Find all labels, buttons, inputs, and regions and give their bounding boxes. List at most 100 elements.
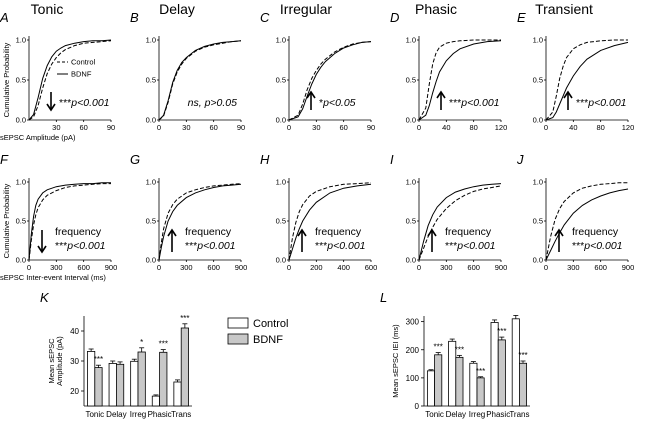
x-tick-label: 0 — [287, 263, 291, 272]
arrow-head — [46, 103, 56, 112]
y-tick-label: 0.0 — [146, 256, 156, 265]
frequency-label: frequency — [445, 226, 492, 238]
arrow-head — [427, 228, 437, 237]
x-tick-label: Tonic — [85, 410, 104, 419]
bar-bdnf — [180, 327, 189, 407]
x-tick-label: Irreg — [130, 410, 146, 419]
y-tick-label: 0.0 — [533, 256, 543, 265]
y-tick-label: 100 — [406, 374, 420, 383]
panel-letter: A — [0, 10, 9, 25]
column-title-delay: Delay — [159, 1, 195, 17]
stat-text: ***p<0.001 — [572, 240, 623, 252]
bar-bdnf — [434, 354, 443, 407]
y-axis-label: Amplitude (pA) — [55, 336, 64, 386]
x-tick-label: 0 — [27, 263, 31, 272]
x-tick-label: 600 — [594, 263, 607, 272]
x-tick-label: 600 — [365, 263, 378, 272]
panel-B: B 0.0 0.5 1.0 0 30 60 90 ns, p>0.05 — [130, 10, 245, 132]
stat-text: ***p<0.001 — [59, 97, 110, 109]
legend-control-label: Control — [253, 318, 288, 330]
x-tick-label: 900 — [105, 263, 118, 272]
panel-A: A 0.0 0.5 1.0 30 60 90 ***p<0.001 Control BDNF — [0, 10, 115, 132]
x-tick-label: 200 — [310, 263, 323, 272]
x-tick-label: 120 — [495, 123, 508, 132]
y-tick-label: 40 — [70, 327, 79, 336]
x-axis-label: sEPSC Inter-event Interval (ms) — [0, 273, 106, 282]
arrow-up-icon — [167, 228, 177, 252]
x-tick-label: Phasic — [148, 410, 172, 419]
arrow-up-icon — [306, 90, 316, 110]
stat-text: *p<0.05 — [319, 97, 356, 109]
panel-letter: J — [516, 152, 524, 167]
panel-letter: E — [517, 10, 526, 25]
y-tick-label: 0.5 — [406, 217, 416, 226]
y-tick-label: 0.0 — [16, 256, 26, 265]
x-tick-label: 0 — [157, 263, 161, 272]
bar-control — [130, 360, 139, 407]
bar-bdnf — [497, 339, 506, 407]
x-tick-label: 60 — [209, 123, 217, 132]
y-tick-label: 1.0 — [16, 36, 26, 45]
significance-stars: *** — [497, 327, 506, 336]
x-tick-label: 0 — [544, 263, 548, 272]
stat-text: ***p<0.001 — [185, 240, 236, 252]
y-axis-label: Mean sEPSC — [47, 338, 56, 384]
x-tick-label: 900 — [495, 263, 508, 272]
column-title-irregular: Irregular — [280, 1, 332, 17]
y-tick-label: 300 — [406, 318, 420, 327]
arrow-up-icon — [563, 90, 573, 110]
x-tick-label: Phasic — [486, 410, 510, 419]
arrow-head — [306, 90, 316, 99]
x-tick-label: 600 — [77, 263, 90, 272]
panel-letter: D — [390, 10, 399, 25]
x-tick-label: 900 — [622, 263, 635, 272]
x-tick-label: 600 — [467, 263, 480, 272]
y-tick-label: 0.0 — [146, 116, 156, 125]
frequency-label: frequency — [55, 226, 102, 238]
bar-bdnf — [455, 356, 464, 407]
y-tick-label: 1.0 — [276, 36, 286, 45]
y-tick-label: 1.0 — [146, 178, 156, 187]
x-tick-label: Trans — [509, 410, 529, 419]
y-tick-label: 0.5 — [276, 76, 286, 85]
series-bdnf-line — [545, 188, 629, 261]
arrow-head — [167, 228, 177, 237]
bar-bdnf — [137, 351, 146, 407]
series-control-line — [418, 39, 501, 121]
bar-bdnf — [519, 362, 528, 407]
bar-control — [108, 362, 117, 407]
x-tick-label: 300 — [567, 263, 580, 272]
series-bdnf-line — [545, 41, 629, 121]
panel-J: J 0.0 0.5 1.0 0 300 600 900 frequency ***p<0.001 — [516, 152, 634, 272]
series-bdnf-line — [288, 41, 372, 121]
y-tick-label: 0.0 — [276, 116, 286, 125]
panel-letter: H — [260, 152, 270, 167]
y-tick-label: 1.0 — [406, 178, 416, 187]
significance-stars: *** — [94, 355, 103, 364]
panel-L: L 0 100 200 300 *** Tonic *** Delay *** Irreg *** Ph… — [380, 290, 530, 419]
x-tick-label: 60 — [79, 123, 87, 132]
bar-bdnf — [116, 363, 125, 407]
panel-letter: I — [390, 152, 394, 167]
column-title-transient: Transient — [535, 1, 593, 17]
panel-F: F 0.0 0.5 1.0 0 300 600 900 frequency ***p<0.001 — [0, 152, 117, 272]
x-tick-label: 300 — [180, 263, 193, 272]
bar-control — [426, 370, 435, 407]
y-tick-label: 0.0 — [406, 116, 416, 125]
stat-text: ***p<0.001 — [449, 97, 500, 109]
y-tick-label: 30 — [70, 357, 79, 366]
stat-text: ***p<0.001 — [576, 97, 627, 109]
x-tick-label: 80 — [596, 123, 604, 132]
panel-letter: G — [130, 152, 140, 167]
series-control-line — [28, 183, 111, 261]
x-tick-label: 30 — [52, 123, 60, 132]
x-tick-label: 0 — [544, 123, 548, 132]
arrow-head — [297, 228, 307, 237]
x-tick-label: 60 — [339, 123, 347, 132]
stat-text: ***p<0.001 — [445, 240, 496, 252]
y-tick-label: 0.5 — [146, 76, 156, 85]
x-tick-label: 300 — [440, 263, 453, 272]
arrow-head — [563, 90, 573, 99]
series-control-line — [545, 39, 628, 121]
arrow-up-icon — [427, 228, 437, 252]
